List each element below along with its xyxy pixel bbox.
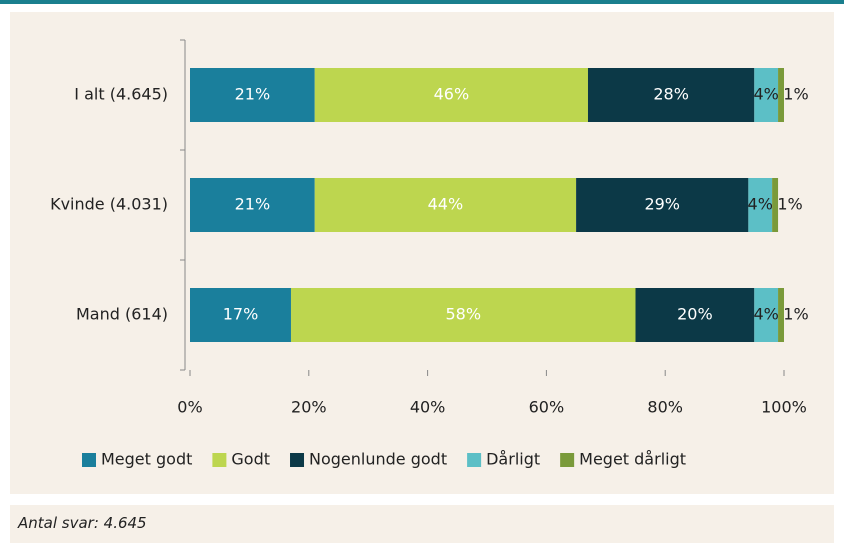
bar-segment bbox=[754, 288, 779, 342]
bar-segment bbox=[190, 178, 315, 232]
y-tick-label: I alt (4.645) bbox=[74, 85, 168, 104]
legend-swatch bbox=[467, 453, 482, 467]
bar-segment bbox=[635, 288, 755, 342]
data-label: 44% bbox=[428, 195, 464, 214]
x-tick-label: 20% bbox=[291, 398, 327, 417]
data-label: 46% bbox=[434, 85, 470, 104]
data-label: 20% bbox=[677, 305, 713, 324]
bar-segment bbox=[314, 68, 588, 122]
bar-segment bbox=[778, 68, 784, 122]
legend-label: Nogenlunde godt bbox=[309, 450, 447, 469]
legend-swatch bbox=[212, 453, 227, 467]
data-label: 21% bbox=[235, 85, 271, 104]
legend-label: Meget godt bbox=[101, 450, 192, 469]
x-tick-label: 60% bbox=[529, 398, 565, 417]
bar-segment bbox=[772, 178, 779, 232]
y-tick-label: Kvinde (4.031) bbox=[50, 195, 168, 214]
bar-segment bbox=[754, 68, 779, 122]
x-tick-label: 40% bbox=[410, 398, 446, 417]
bar-segment bbox=[576, 178, 749, 232]
bar-segment bbox=[587, 68, 755, 122]
footer-text: Antal svar: 4.645 bbox=[18, 514, 147, 532]
legend-label: Dårligt bbox=[486, 450, 540, 469]
bar-segment bbox=[778, 288, 784, 342]
bar-segment bbox=[190, 68, 315, 122]
data-label: 4% bbox=[753, 85, 778, 104]
legend-swatch bbox=[290, 453, 305, 467]
data-label: 4% bbox=[753, 305, 778, 324]
bar-segment bbox=[748, 178, 773, 232]
data-label: 1% bbox=[783, 85, 808, 104]
legend-swatch bbox=[82, 453, 96, 467]
legend-label: Meget dårligt bbox=[579, 450, 686, 469]
data-label: 58% bbox=[445, 305, 481, 324]
x-tick-label: 80% bbox=[647, 398, 683, 417]
chart: 0% 20% 40% 60% 80% 100% I alt (4.645) 21% 46% 28%… bbox=[50, 39, 809, 469]
data-label: 29% bbox=[644, 195, 680, 214]
bar-segment bbox=[290, 288, 636, 342]
data-label: 28% bbox=[653, 85, 689, 104]
footer: Antal svar: 4.645 bbox=[10, 505, 834, 543]
data-label: 21% bbox=[235, 195, 271, 214]
legend-swatch bbox=[560, 453, 575, 467]
bar-segment bbox=[190, 288, 291, 342]
bar-segment bbox=[314, 178, 577, 232]
top-rule bbox=[0, 0, 844, 4]
data-label: 17% bbox=[223, 305, 259, 324]
x-tick-label: 0% bbox=[177, 398, 202, 417]
legend-label: Godt bbox=[231, 450, 270, 469]
data-label: 4% bbox=[748, 195, 773, 214]
data-label: 1% bbox=[783, 305, 808, 324]
y-tick-label: Mand (614) bbox=[76, 305, 168, 324]
x-tick-label: 100% bbox=[761, 398, 807, 417]
data-label: 1% bbox=[777, 195, 802, 214]
